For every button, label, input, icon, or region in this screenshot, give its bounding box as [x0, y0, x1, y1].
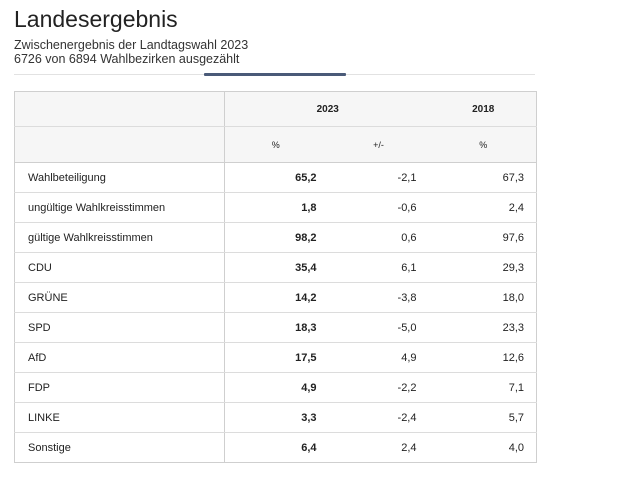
row-change: -2,2 [326, 372, 431, 403]
table-row: LINKE 3,3 -2,4 5,7 [14, 402, 537, 433]
row-value-2023: 98,2 [224, 222, 327, 253]
row-change: -2,4 [326, 402, 431, 433]
row-value-2023: 4,9 [224, 372, 327, 403]
year-header-current: 2023 [224, 91, 431, 127]
row-value-2018: 4,0 [508, 441, 524, 454]
row-label: AfD [14, 342, 225, 373]
header-blank-cell [14, 91, 225, 127]
row-value-2023: 14,2 [224, 282, 327, 313]
row-value-2018: 18,0 [430, 282, 537, 313]
row-label: LINKE [14, 402, 225, 433]
table-row: ungültige Wahlkreisstimmen 1,8 -0,6 2,4 [14, 192, 537, 223]
subtitle-count: 6726 von 6894 Wahlbezirken ausgezählt [14, 52, 240, 66]
row-value-2023: 6,4 [301, 441, 317, 454]
row-value-2023: 35,4 [224, 252, 327, 283]
row-label: gültige Wahlkreisstimmen [14, 222, 225, 253]
results-table: 2023 2018 % +/- % Wahlbeteiligung 65,2 -… [14, 91, 537, 463]
unit-header-row: % +/- % [14, 126, 537, 163]
subtitle-status: Zwischenergebnis der Landtagswahl 2023 [14, 38, 249, 52]
row-label: SPD [14, 312, 225, 343]
subheader-change: +/- [326, 126, 431, 163]
table-row: AfD 17,5 4,9 12,6 [14, 342, 537, 373]
year-header-previous: 2018 [430, 91, 537, 127]
row-change: 6,1 [326, 252, 431, 283]
table-row: GRÜNE 14,2 -3,8 18,0 [14, 282, 537, 313]
subheader-previous-percent: % [430, 126, 537, 163]
table-row: SPD 18,3 -5,0 23,3 [14, 312, 537, 343]
row-change: -2,1 [326, 162, 431, 193]
row-label: ungültige Wahlkreisstimmen [14, 192, 225, 223]
row-change: -0,6 [326, 192, 431, 223]
row-change: 4,9 [326, 342, 431, 373]
row-value-2018: 67,3 [430, 162, 537, 193]
table-row: Sonstige 6,4 2,4 4,0 [14, 432, 537, 463]
row-value-2018: 29,3 [430, 252, 537, 283]
year-header-row: 2023 2018 [14, 91, 537, 127]
row-label: Sonstige [14, 432, 225, 463]
row-label: CDU [14, 252, 225, 283]
table-row: gültige Wahlkreisstimmen 98,2 0,6 97,6 [14, 222, 537, 253]
row-value-2018: 23,3 [430, 312, 537, 343]
row-change: 0,6 [326, 222, 431, 253]
row-value-2018: 7,1 [430, 372, 537, 403]
row-value-2018: 97,6 [430, 222, 537, 253]
table-row: CDU 35,4 6,1 29,3 [14, 252, 537, 283]
row-value-2023: 65,2 [224, 162, 327, 193]
page-title: Landesergebnis [14, 6, 178, 32]
table-row: FDP 4,9 -2,2 7,1 [14, 372, 537, 403]
active-tab-indicator[interactable] [204, 73, 346, 76]
row-change: -3,8 [326, 282, 431, 313]
row-value-2023: 1,8 [224, 192, 327, 223]
row-label: GRÜNE [14, 282, 225, 313]
row-value-2023: 18,3 [224, 312, 327, 343]
row-change: -5,0 [326, 312, 431, 343]
table-row: Wahlbeteiligung 65,2 -2,1 67,3 [14, 162, 537, 193]
row-value-2018: 5,7 [430, 402, 537, 433]
row-label: Wahlbeteiligung [14, 162, 225, 193]
row-change: 2,4 [401, 441, 417, 454]
row-value-2023: 3,3 [224, 402, 327, 433]
row-value-2023: 17,5 [224, 342, 327, 373]
row-label: FDP [14, 372, 225, 403]
row-value-2018: 2,4 [430, 192, 537, 223]
subheader-current-percent: % [224, 126, 327, 163]
subheader-blank-cell [14, 126, 225, 163]
row-value-2018: 12,6 [430, 342, 537, 373]
